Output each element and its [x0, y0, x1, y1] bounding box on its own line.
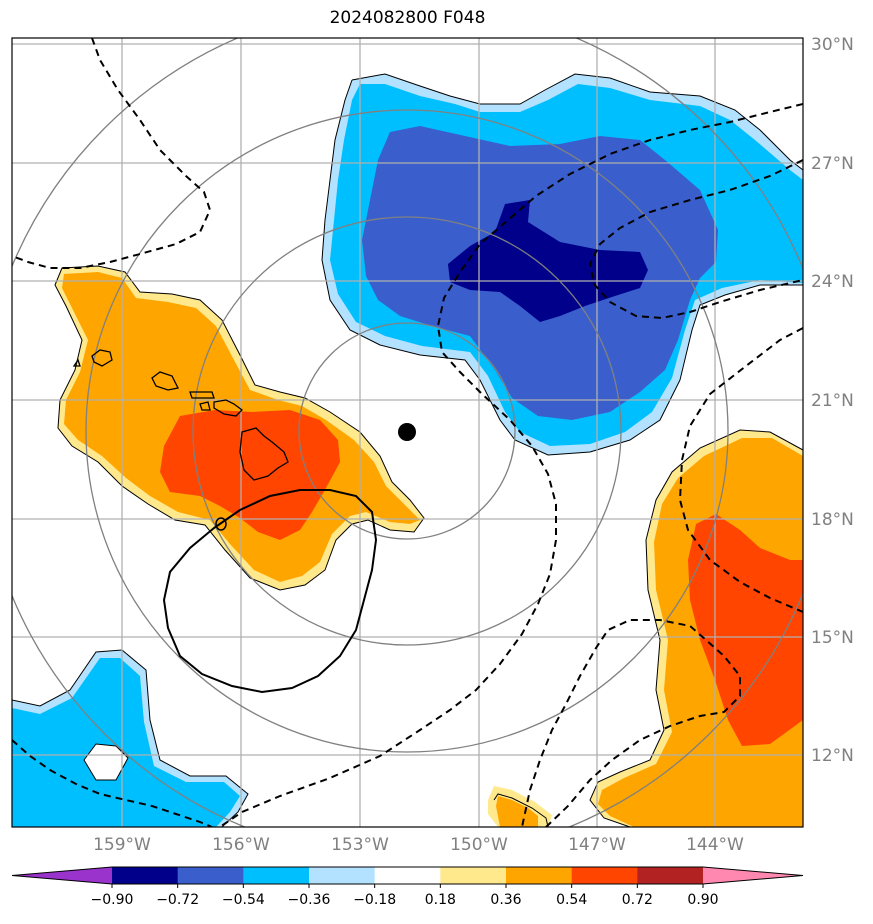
hawaii-coastlines	[72, 349, 289, 481]
lon-label-159w: 159°W	[93, 835, 151, 855]
colorbar-label: −0.54	[222, 892, 265, 908]
map-plot-area	[12, 38, 803, 827]
anomaly-outline-small	[493, 793, 549, 827]
colorbar-label: 0.18	[425, 892, 456, 908]
lat-label-24n: 24°N	[811, 272, 854, 292]
lat-label-12n: 12°N	[811, 746, 854, 766]
lat-label-15n: 15°N	[811, 628, 854, 648]
contour-fill-small-orange	[496, 796, 538, 827]
lat-label-30n: 30°N	[811, 35, 854, 55]
island-maui	[213, 399, 243, 417]
lon-label-150w: 150°W	[450, 835, 508, 855]
colorbar-segment	[309, 867, 376, 884]
range-rings	[12, 38, 803, 827]
contour-fill-medium-blue-inner	[530, 194, 632, 242]
lat-label-21n: 21°N	[811, 391, 854, 411]
anomaly-outline-sw	[12, 649, 249, 827]
colorbar-segment	[571, 867, 638, 884]
lat-label-18n: 18°N	[811, 510, 854, 530]
lon-label-153w: 153°W	[331, 835, 389, 855]
anomaly-outline	[351, 73, 803, 171]
colorbar-label: 0.36	[490, 892, 521, 908]
positive-anomaly-small	[488, 786, 552, 827]
colorbar-segment	[177, 867, 244, 884]
colorbar-segment	[637, 867, 704, 884]
contour-fill-red-orange-se	[688, 514, 803, 746]
negative-anomaly-southwest	[12, 649, 249, 827]
longitude-labels: 159°W 156°W 153°W 150°W 147°W 144°W	[93, 835, 744, 855]
anomaly-outline-se	[589, 429, 803, 827]
colorbar-label: −0.18	[353, 892, 396, 908]
range-ring-3	[85, 109, 729, 753]
island-oahu	[151, 371, 179, 391]
positive-anomaly-southeast	[589, 429, 803, 827]
contour-fill-blue-sw	[12, 658, 240, 827]
island-big-island	[239, 427, 289, 481]
map-frame	[11, 37, 804, 828]
dashed-contour-northeast-1	[219, 103, 803, 827]
colorbar-extend-min	[12, 867, 112, 884]
dashed-contour-east	[678, 327, 803, 613]
colorbar-label: −0.90	[91, 892, 134, 908]
contour-fill-dark-blue	[448, 200, 648, 322]
island-lanai	[199, 401, 211, 411]
sw-white-hole	[83, 743, 129, 781]
contour-fill-red-orange	[160, 410, 340, 540]
small-solid-contour	[215, 517, 227, 531]
colorbar-label: 0.90	[687, 892, 718, 908]
colorbar-label: −0.72	[156, 892, 199, 908]
colorbar: −0.90 −0.72 −0.54 −0.36 −0.18 0.18 0.36 0.54 0.7…	[11, 866, 804, 908]
island-niihau	[72, 358, 81, 367]
dashed-contour-southwest	[12, 739, 213, 827]
latitude-labels: 30°N 27°N 24°N 21°N 18°N 15°N 12°N	[811, 35, 854, 766]
dashed-contour-northeast-2	[588, 159, 803, 320]
map-title: 2024082800 F048	[329, 8, 486, 28]
negative-anomaly-north	[321, 73, 803, 456]
colorbar-segment	[374, 867, 441, 884]
range-ring-2	[192, 216, 622, 646]
storm-center-marker	[398, 423, 416, 441]
lon-label-147w: 147°W	[568, 835, 626, 855]
colorbar-label: 0.54	[556, 892, 587, 908]
colorbar-segment	[506, 867, 573, 884]
colorbar-segment	[112, 867, 179, 884]
dashed-contours	[12, 38, 803, 827]
lon-label-156w: 156°W	[212, 835, 270, 855]
colorbar-extend-max	[703, 867, 803, 884]
dashed-contour-northwest	[12, 38, 212, 269]
lat-label-27n: 27°N	[811, 154, 854, 174]
range-ring-1	[298, 322, 516, 540]
lon-label-144w: 144°W	[686, 835, 744, 855]
solid-contour	[162, 489, 378, 694]
island-kauai	[91, 349, 113, 367]
colorbar-label: −0.36	[288, 892, 331, 908]
gridlines	[12, 38, 803, 827]
colorbar-segment	[440, 867, 507, 884]
island-molokai	[189, 391, 215, 399]
colorbar-segment	[243, 867, 310, 884]
colorbar-label: 0.72	[622, 892, 653, 908]
